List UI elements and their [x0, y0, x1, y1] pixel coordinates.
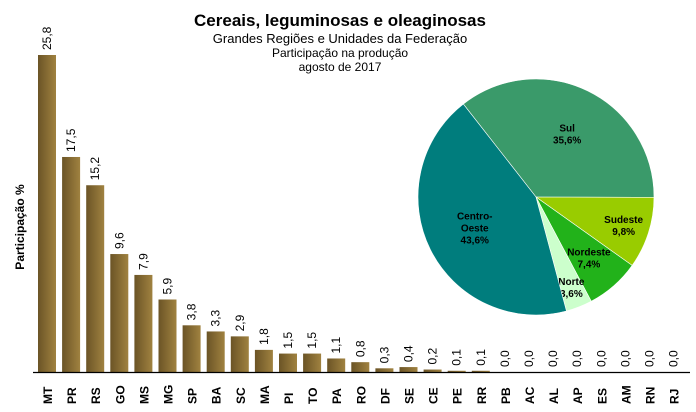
pie-value-norte: 3,6% — [560, 289, 583, 300]
x-tick-AM: AM — [619, 385, 633, 404]
x-tick-RR: RR — [475, 386, 489, 404]
data-label-PA: 1,1 — [329, 336, 343, 353]
bar-PE — [447, 370, 466, 372]
chart-title: Cereais, leguminosas e oleaginosas — [194, 11, 486, 30]
bar-SC — [230, 336, 249, 372]
bar-CE — [423, 369, 442, 372]
data-label-PE: 0,1 — [450, 349, 464, 366]
data-label-SP: 3,8 — [185, 303, 199, 320]
bar-MT — [38, 55, 56, 372]
bar-PA — [327, 358, 346, 372]
pie-value-nordeste: 7,4% — [577, 259, 600, 270]
x-tick-RO: RO — [354, 386, 368, 404]
data-label-RN: 0,0 — [643, 350, 657, 367]
x-tick-TO: TO — [306, 388, 320, 404]
pie-slice-sul — [462, 78, 655, 198]
x-tick-DF: DF — [378, 388, 392, 404]
chart-subtitle-3: agosto de 2017 — [298, 60, 382, 74]
x-tick-AC: AC — [523, 386, 537, 404]
bar-MA — [254, 349, 273, 372]
data-label-DF: 0,3 — [377, 346, 391, 363]
x-tick-ES: ES — [595, 388, 609, 404]
x-tick-CE: CE — [427, 387, 441, 404]
x-tick-RS: RS — [89, 387, 103, 404]
data-label-SC: 2,9 — [233, 314, 247, 331]
data-label-RR: 0,1 — [474, 349, 488, 366]
x-tick-MT: MT — [41, 386, 55, 404]
pie-label-sul: Sul — [559, 123, 575, 134]
pie-slice-centro-oeste — [417, 103, 567, 316]
bar-SE — [399, 367, 418, 372]
bar-TO — [303, 353, 322, 372]
bar-GO — [110, 254, 129, 372]
x-tick-MA: MA — [258, 385, 272, 404]
data-label-MA: 1,8 — [257, 328, 271, 345]
x-tick-SE: SE — [403, 388, 417, 404]
data-label-RO: 0,8 — [353, 340, 367, 357]
data-label-BA: 3,3 — [209, 309, 223, 326]
pie-label-centro-oeste: Centro- — [457, 212, 493, 223]
pie-label-centro-oeste: Oeste — [461, 224, 489, 235]
bar-MS — [134, 274, 153, 372]
x-tick-MG: MG — [162, 385, 176, 404]
data-label-MT: 25,8 — [40, 26, 54, 50]
x-tick-RJ: RJ — [668, 389, 682, 404]
data-label-AL: 0,0 — [546, 350, 560, 367]
data-label-RS: 15,2 — [88, 157, 102, 181]
bar-MG — [158, 299, 177, 372]
x-tick-AP: AP — [571, 387, 585, 404]
bar-PI — [279, 353, 297, 372]
bar-PR — [62, 156, 81, 372]
x-tick-SC: SC — [234, 387, 248, 404]
bar-RR — [471, 370, 490, 372]
x-tick-RN: RN — [644, 387, 658, 404]
y-axis-label: Participação % — [13, 184, 27, 270]
data-label-MS: 7,9 — [136, 253, 150, 270]
data-label-RJ: 0,0 — [667, 350, 681, 367]
bar-RS — [86, 185, 105, 372]
pie-value-sul: 35,6% — [553, 135, 581, 146]
pie-label-norte: Norte — [558, 277, 585, 288]
chart-subtitle-2: Participação na produção — [271, 46, 409, 60]
pie-value-sudeste: 9,8% — [612, 227, 635, 238]
data-label-SE: 0,4 — [402, 345, 416, 362]
bar-BA — [206, 331, 225, 372]
bar-SP — [182, 325, 201, 372]
data-label-PR: 17,5 — [64, 128, 78, 152]
data-label-AP: 0,0 — [570, 350, 584, 367]
pie-label-nordeste: Nordeste — [567, 247, 611, 258]
data-label-AC: 0,0 — [522, 350, 536, 367]
x-tick-BA: BA — [210, 386, 224, 404]
x-tick-PA: PA — [330, 388, 344, 404]
pie-slice-sudeste — [535, 196, 655, 266]
x-tick-PE: PE — [451, 388, 465, 404]
pie-value-centro-oeste: 43,6% — [461, 236, 489, 247]
data-label-AM: 0,0 — [618, 350, 632, 367]
x-tick-GO: GO — [113, 385, 127, 404]
x-tick-SP: SP — [186, 388, 200, 404]
pie-label-sudeste: Sudeste — [604, 215, 643, 226]
x-tick-MS: MS — [137, 386, 151, 404]
data-label-PI: 1,5 — [281, 332, 295, 349]
bar-DF — [375, 368, 394, 372]
data-label-CE: 0,2 — [426, 348, 440, 365]
x-tick-AL: AL — [547, 388, 561, 404]
data-label-GO: 9,6 — [112, 232, 126, 249]
x-tick-PR: PR — [65, 387, 79, 404]
x-tick-PI: PI — [282, 393, 296, 404]
chart-subtitle-1: Grandes Regiões e Unidades da Federação — [212, 31, 468, 46]
data-label-PB: 0,0 — [498, 350, 512, 367]
data-label-TO: 1,5 — [305, 332, 319, 349]
data-label-MG: 5,9 — [161, 277, 175, 294]
data-label-ES: 0,0 — [594, 350, 608, 367]
x-tick-PB: PB — [499, 387, 513, 404]
bar-RO — [351, 362, 370, 372]
